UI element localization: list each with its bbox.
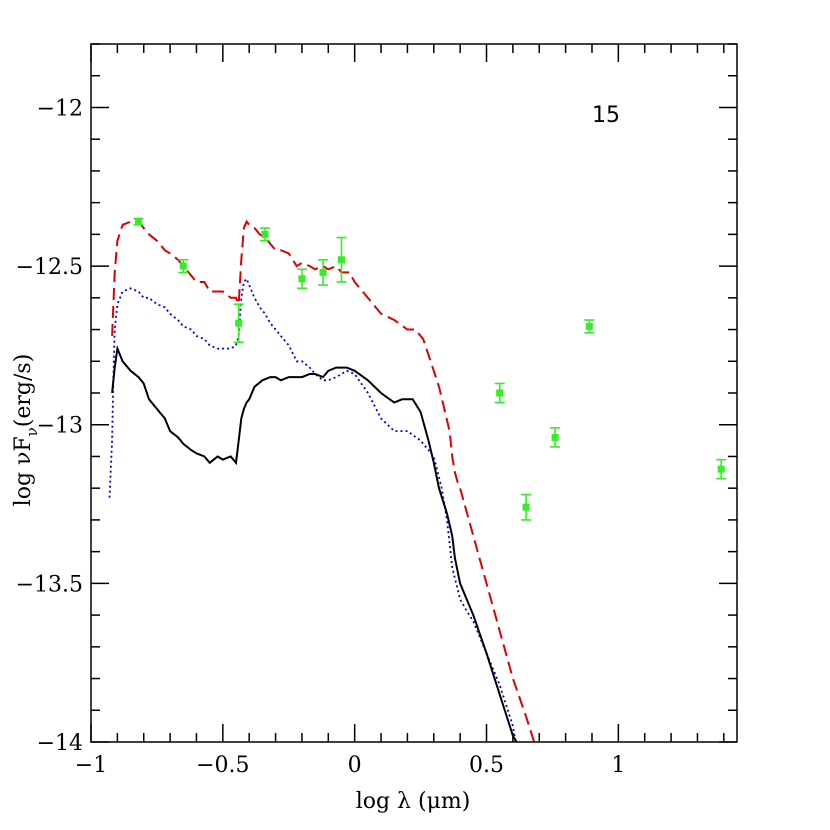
x-tick-label: −1 — [75, 753, 107, 778]
observation-points — [133, 217, 727, 521]
series-line-dashed — [111, 219, 536, 742]
point-marker — [261, 230, 269, 238]
data-point — [521, 493, 532, 521]
point-marker — [319, 268, 327, 276]
plot-frame — [90, 43, 738, 743]
series-line-solid — [111, 344, 518, 742]
data-point — [233, 303, 244, 344]
y-axis-label-suffix: (erg/s) — [11, 354, 36, 428]
data-point — [318, 258, 329, 286]
panel-number: 15 — [592, 103, 620, 128]
x-axis-label: log λ (μm) — [356, 789, 471, 814]
y-tick-label: −14 — [37, 731, 83, 756]
point-marker — [337, 256, 345, 264]
data-point — [550, 427, 561, 448]
y-tick-label: −12 — [37, 96, 83, 121]
series-layer — [108, 219, 536, 742]
y-tick-label: −13 — [37, 414, 83, 439]
y-tick-label: −12.5 — [16, 255, 83, 280]
point-marker — [235, 319, 243, 327]
series-line-dotted — [108, 277, 517, 742]
y-axis-label: log νFν(erg/s) — [11, 354, 41, 507]
data-point — [133, 217, 144, 226]
x-tick-label: 0.5 — [469, 753, 504, 778]
point-marker — [551, 433, 559, 441]
axis-ticks — [90, 43, 737, 743]
y-axis-label-prefix: log ν — [11, 452, 36, 507]
point-marker — [585, 322, 593, 330]
data-point — [716, 458, 727, 480]
point-marker — [717, 465, 725, 473]
data-point — [178, 258, 189, 274]
y-axis-label-sub: ν — [23, 427, 41, 436]
point-marker — [522, 503, 530, 511]
point-marker — [179, 262, 187, 270]
tick-labels: −1 −0.5 0 0.5 1 −14 −13.5 −13 −12.5 −12 — [16, 96, 626, 778]
point-marker — [298, 275, 306, 283]
y-axis-label-f: F — [11, 436, 36, 451]
data-point — [584, 319, 595, 334]
data-point — [296, 268, 307, 290]
x-tick-label: −0.5 — [196, 753, 249, 778]
x-tick-label: 0 — [348, 753, 362, 778]
data-point — [494, 382, 505, 404]
y-tick-label: −13.5 — [16, 572, 83, 597]
point-marker — [496, 389, 504, 397]
x-tick-label: 1 — [611, 753, 625, 778]
point-marker — [134, 218, 142, 226]
data-point — [336, 236, 347, 283]
data-point — [260, 227, 271, 242]
